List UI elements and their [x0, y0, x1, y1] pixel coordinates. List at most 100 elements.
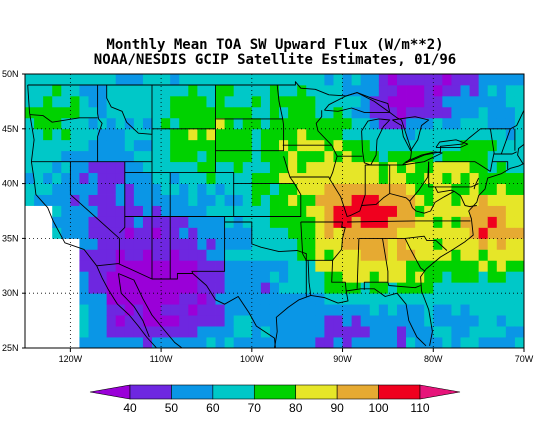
flux-cell: [387, 293, 398, 305]
flux-cell: [260, 293, 271, 305]
flux-cell: [333, 194, 343, 206]
flux-cell: [433, 106, 443, 119]
flux-cell: [496, 315, 507, 327]
flux-cell: [424, 117, 434, 130]
flux-cell: [142, 139, 153, 152]
flux-cell: [469, 117, 480, 130]
flux-cell: [505, 172, 516, 184]
flux-cell: [161, 205, 171, 217]
flux-cell: [460, 172, 470, 184]
flux-cell: [396, 249, 407, 261]
flux-cell: [279, 172, 289, 184]
flux-cell: [324, 183, 334, 195]
flux-cell: [424, 227, 434, 239]
flux-cell: [415, 337, 425, 348]
flux-cell: [297, 150, 307, 163]
flux-cell: [505, 238, 516, 250]
flux-cell: [496, 282, 507, 294]
flux-cell: [360, 128, 371, 141]
flux-cell: [333, 84, 343, 97]
flux-cell: [460, 337, 470, 348]
flux-cell: [88, 326, 98, 338]
flux-cell: [106, 249, 117, 261]
flux-cell: [487, 150, 498, 163]
colorbar-high-triangle: [419, 384, 461, 400]
flux-cell: [215, 194, 225, 206]
flux-cell: [251, 74, 262, 86]
flux-cell: [369, 304, 380, 316]
flux-cell: [333, 337, 343, 348]
flux-cell: [52, 161, 62, 174]
flux-cell: [25, 183, 35, 195]
flux-cell: [306, 293, 316, 305]
flux-cell: [415, 106, 425, 119]
flux-cell: [124, 117, 135, 130]
flux-cell: [115, 117, 126, 130]
flux-cell: [306, 74, 316, 86]
flux-cell: [242, 150, 253, 163]
flux-cell: [34, 84, 44, 97]
flux-cell: [460, 271, 470, 283]
flux-cell: [106, 84, 117, 97]
flux-cell: [170, 139, 180, 152]
flux-cell: [97, 194, 108, 206]
lake-erie: [402, 151, 443, 166]
flux-cell: [206, 172, 216, 184]
flux-cell: [469, 84, 480, 97]
flux-cell: [61, 106, 71, 119]
flux-cell: [79, 271, 89, 283]
flux-cell: [333, 205, 343, 217]
flux-cell: [288, 205, 298, 217]
flux-cell: [79, 227, 89, 239]
flux-cell: [306, 172, 316, 184]
flux-cell: [505, 293, 516, 305]
flux-cell: [351, 74, 362, 86]
colorbar-segment: [129, 384, 172, 400]
lat-tick-label: 35N: [2, 233, 19, 243]
canada-border: [27, 81, 524, 164]
flux-cell: [106, 150, 117, 163]
flux-cell: [179, 95, 189, 108]
flux-cell: [514, 117, 524, 130]
flux-cell: [124, 106, 135, 119]
flux-cell: [496, 95, 507, 108]
flux-cell: [396, 106, 407, 119]
flux-cell: [351, 282, 362, 294]
flux-cell: [115, 216, 126, 228]
flux-cell: [170, 326, 180, 338]
flux-cell: [25, 150, 35, 163]
flux-cell: [97, 183, 108, 195]
flux-cell: [396, 304, 407, 316]
flux-cell: [288, 172, 298, 184]
flux-cell: [442, 172, 452, 184]
flux-cell: [369, 282, 380, 294]
flux-cell: [242, 194, 253, 206]
flux-cell: [496, 106, 507, 119]
flux-cell: [424, 150, 434, 163]
flux-cell: [505, 304, 516, 316]
flux-cell: [460, 249, 470, 261]
flux-cell: [170, 74, 180, 86]
flux-cell: [269, 74, 280, 86]
flux-cell: [315, 337, 325, 348]
flux-cell: [451, 84, 461, 97]
flux-cell: [79, 337, 89, 348]
flux-cell: [297, 282, 307, 294]
flux-cell: [378, 74, 389, 86]
flux-cell: [251, 183, 262, 195]
flux-cell: [306, 106, 316, 119]
flux-cell: [260, 128, 271, 141]
flux-cell: [124, 249, 135, 261]
flux-cell: [297, 249, 307, 261]
flux-cell: [133, 216, 144, 228]
flux-cell: [369, 194, 380, 206]
flux-cell: [478, 194, 489, 206]
flux-cell: [360, 74, 371, 86]
flux-cell: [297, 161, 307, 174]
flux-cell: [115, 139, 126, 152]
flux-cell: [88, 194, 98, 206]
flux-cell: [70, 84, 80, 97]
flux-cell: [142, 117, 153, 130]
flux-cell: [324, 150, 334, 163]
flux-cell: [197, 183, 207, 195]
